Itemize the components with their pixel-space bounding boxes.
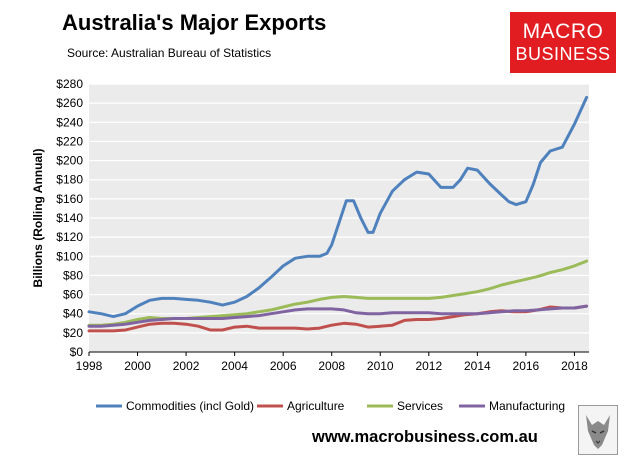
logo-line2: BUSINESS: [515, 44, 611, 64]
chart-source: Source: Australian Bureau of Statistics: [67, 46, 272, 60]
x-tick-label: 2006: [270, 359, 297, 373]
chart-title: Australia's Major Exports: [62, 10, 327, 35]
footer-url[interactable]: www.macrobusiness.com.au: [312, 428, 538, 446]
y-tick-label: $160: [56, 192, 83, 206]
x-tick-label: 2014: [464, 359, 491, 373]
x-axis-ticks: 1998 2000 2002 2004 2006 2008 2010 2012 2014 2016…: [76, 351, 589, 373]
y-tick-label: $200: [56, 154, 83, 168]
x-tick-label: 2018: [561, 359, 588, 373]
logo-line1: MACRO: [522, 20, 604, 43]
legend-label: Commodities (incl Gold): [126, 399, 254, 413]
wolf-badge-icon: [578, 405, 618, 455]
y-tick-label: $40: [63, 307, 83, 321]
x-tick-label: 2016: [513, 359, 540, 373]
x-tick-label: 2010: [367, 359, 394, 373]
legend-label: Agriculture: [287, 399, 345, 413]
legend-label: Manufacturing: [489, 399, 565, 413]
y-tick-label: $260: [56, 96, 83, 110]
x-tick-label: 2012: [415, 359, 442, 373]
x-tick-label: 2008: [318, 359, 345, 373]
series-line-manufacturing: [87, 304, 589, 328]
y-tick-label: $240: [56, 115, 83, 129]
y-axis-ticks: $0 $20 $40 $60 $80 $100 $120 $140 $160 $180 $200 $2…: [56, 77, 83, 359]
legend-label: Services: [397, 399, 443, 413]
y-tick-label: $100: [56, 249, 83, 263]
y-tick-label: $0: [70, 345, 84, 359]
y-tick-label: $20: [63, 326, 83, 340]
y-axis-label: Billions (Rolling Annual): [31, 149, 45, 288]
legend-item-services: Services: [367, 399, 443, 413]
y-tick-label: $180: [56, 173, 83, 187]
legend: Commodities (incl Gold) Agriculture Servic…: [96, 399, 565, 413]
macrobusiness-logo[interactable]: MACRO BUSINESS: [510, 12, 616, 73]
legend-item-manufacturing: Manufacturing: [459, 399, 565, 413]
y-tick-label: $80: [63, 268, 83, 282]
x-tick-label: 2004: [221, 359, 248, 373]
x-tick-label: 2000: [124, 359, 151, 373]
series-line-commodities: [87, 95, 589, 319]
y-tick-label: $280: [56, 77, 83, 91]
x-tick-label: 1998: [76, 359, 103, 373]
legend-item-agriculture: Agriculture: [257, 399, 345, 413]
y-tick-label: $140: [56, 211, 83, 225]
legend-item-commodities: Commodities (incl Gold): [96, 399, 254, 413]
y-tick-label: $120: [56, 230, 83, 244]
y-tick-label: $60: [63, 288, 83, 302]
x-tick-label: 2002: [173, 359, 200, 373]
y-tick-label: $220: [56, 134, 83, 148]
series-lines: [87, 95, 589, 333]
